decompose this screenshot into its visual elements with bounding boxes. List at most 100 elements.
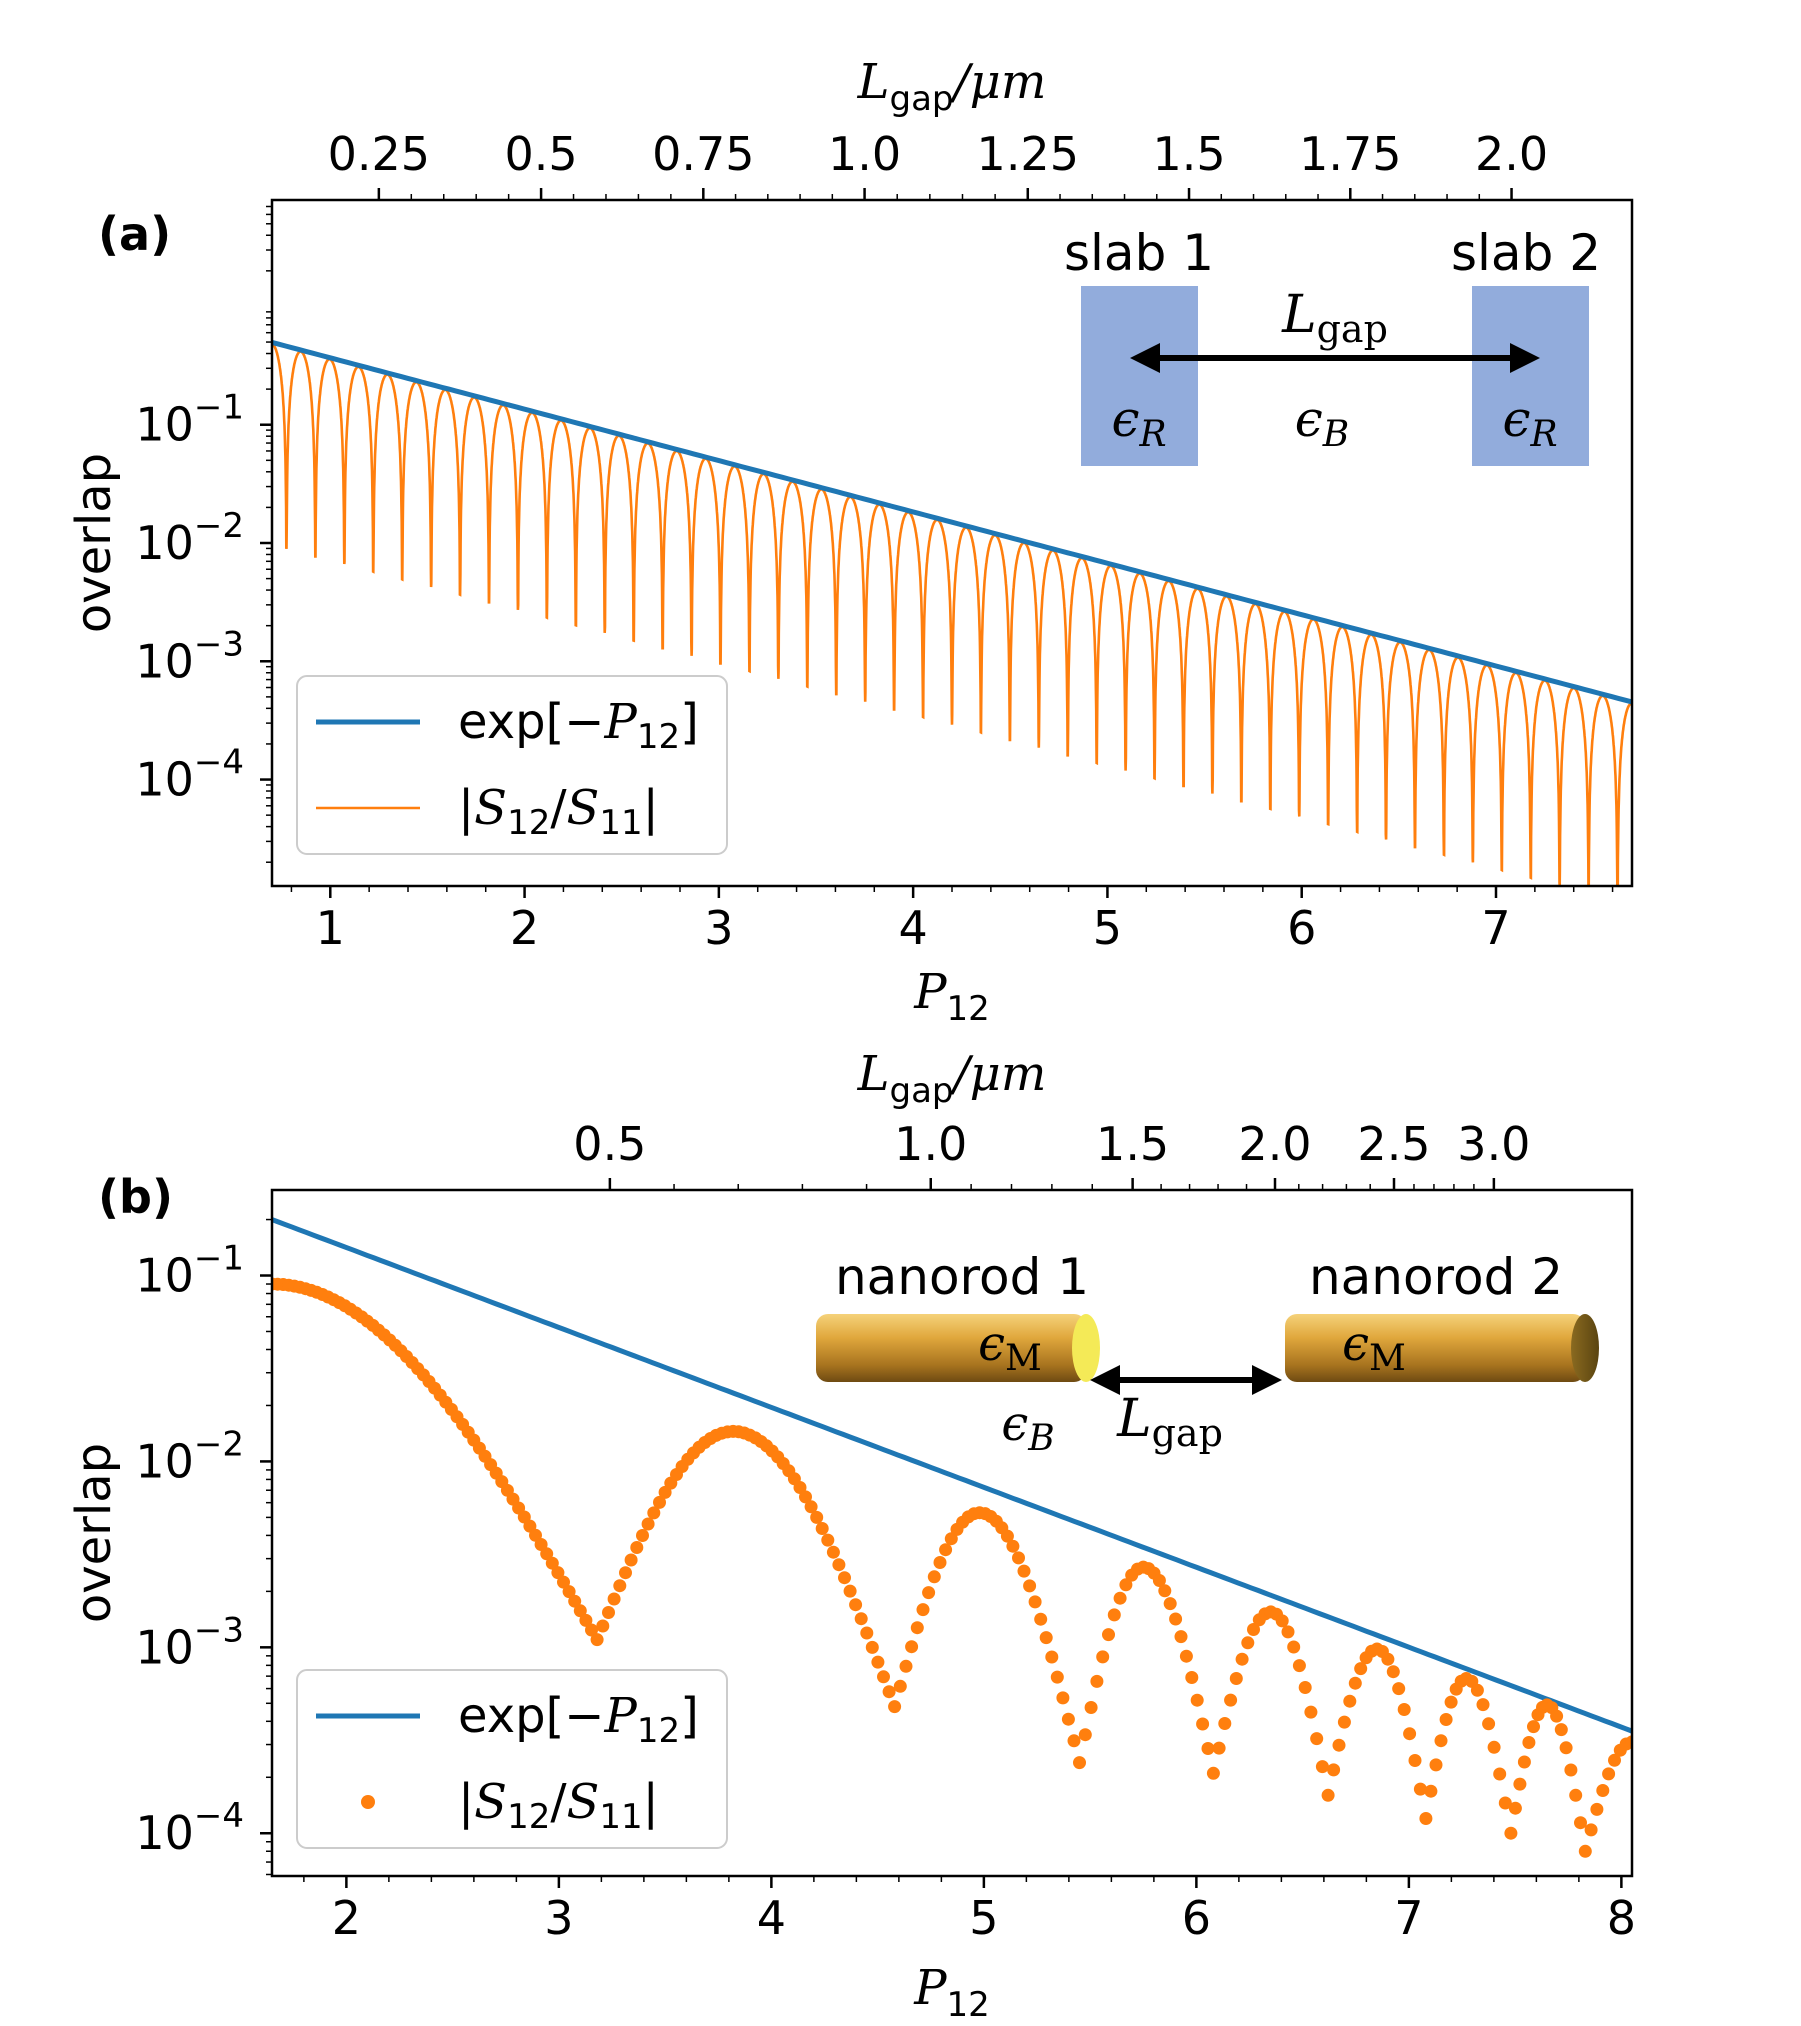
marker-point xyxy=(1229,1672,1243,1685)
gap-arrow-right-head xyxy=(1252,1365,1282,1395)
marker-point xyxy=(1321,1788,1335,1802)
marker-point xyxy=(1424,1784,1438,1798)
marker-point xyxy=(1224,1693,1238,1707)
marker-point xyxy=(1522,1736,1536,1749)
marker-point xyxy=(630,1541,644,1554)
marker-point xyxy=(1304,1705,1318,1719)
marker-point xyxy=(1482,1717,1496,1731)
marker-point xyxy=(927,1570,941,1584)
marker-point xyxy=(1113,1591,1127,1605)
marker-point xyxy=(1354,1662,1368,1676)
legend: exp[−P12] |S12/S11| xyxy=(296,675,728,855)
marker-point xyxy=(922,1586,936,1600)
marker-point xyxy=(590,1633,604,1647)
marker-point xyxy=(1034,1612,1048,1626)
panel-label: (b) xyxy=(98,1170,173,1224)
marker-point xyxy=(1012,1551,1025,1565)
marker-point xyxy=(1045,1650,1059,1664)
top-tick-label: 1.0 xyxy=(828,127,901,181)
top-tick-label: 0.5 xyxy=(573,1117,646,1171)
marker-point xyxy=(1348,1676,1362,1690)
marker-point xyxy=(1119,1578,1133,1592)
y-tick-label: 10−2 xyxy=(135,1424,244,1488)
marker-point xyxy=(1000,1529,1014,1543)
marker-point xyxy=(641,1517,655,1531)
y-tick-label: 10−3 xyxy=(135,624,244,688)
marker-point xyxy=(815,1522,829,1535)
marker-point xyxy=(545,1556,559,1570)
x-axis-top: 0.25 0.5 0.75 1.0 1.25 1.5 1.75 2.0 xyxy=(328,127,1548,200)
marker-point xyxy=(1078,1728,1092,1742)
marker-point xyxy=(1235,1652,1249,1666)
panel-label: (a) xyxy=(98,207,171,261)
x-tick-label: 5 xyxy=(1093,901,1122,955)
plot-frame xyxy=(270,1188,1634,1878)
x-tick-label: 7 xyxy=(1481,901,1510,955)
marker-point xyxy=(1574,1816,1587,1830)
marker-point xyxy=(1392,1682,1406,1696)
marker-point xyxy=(1487,1740,1501,1754)
x-tick-label: 2 xyxy=(510,901,539,955)
marker-point xyxy=(793,1481,807,1494)
marker-point xyxy=(585,1623,598,1637)
series-s12-s11-markers xyxy=(272,1277,1632,1858)
gap-label: Lgap xyxy=(1116,1389,1223,1455)
marker-point xyxy=(602,1606,615,1619)
marker-point xyxy=(551,1566,565,1580)
marker-point xyxy=(647,1506,661,1520)
y-axis-label: overlap xyxy=(66,453,122,633)
marker-point xyxy=(1564,1763,1578,1777)
marker-point xyxy=(854,1612,868,1626)
x-tick-label: 1 xyxy=(316,901,345,955)
y-tick-label: 10−1 xyxy=(135,388,244,452)
eps-r-right: ϵR xyxy=(1502,390,1557,455)
x-axis-bottom: 2 3 4 5 6 7 8 xyxy=(303,1876,1636,1945)
marker-point xyxy=(1476,1698,1490,1712)
slab-2 xyxy=(1472,286,1589,466)
marker-point xyxy=(821,1533,835,1547)
marker-point xyxy=(1310,1732,1324,1746)
marker-point xyxy=(1397,1703,1411,1716)
marker-point xyxy=(1498,1796,1512,1810)
marker-point xyxy=(1434,1734,1448,1748)
x-axis-bottom: 1 2 3 4 5 6 7 xyxy=(290,886,1614,955)
marker-point xyxy=(579,1613,593,1627)
marker-point xyxy=(557,1575,570,1589)
x-tick-label: 6 xyxy=(1287,901,1316,955)
marker-point xyxy=(1287,1640,1301,1654)
marker-point xyxy=(1212,1741,1226,1755)
marker-point xyxy=(1218,1717,1232,1730)
y-tick-label: 10−4 xyxy=(135,1796,244,1860)
y-tick-label: 10−4 xyxy=(135,743,244,807)
y-tick-label: 10−2 xyxy=(135,506,244,570)
marker-point xyxy=(596,1619,610,1633)
y-tick-label: 10−3 xyxy=(135,1610,244,1674)
marker-point xyxy=(1241,1636,1255,1650)
legend-exp-label: exp[−P12] xyxy=(458,1688,699,1751)
x-tick-label: 3 xyxy=(544,1891,573,1945)
series-s12-s11-curve xyxy=(272,342,1632,886)
marker-point xyxy=(1185,1671,1199,1684)
marker-point xyxy=(826,1545,840,1559)
marker-point xyxy=(1608,1753,1621,1767)
marker-point xyxy=(653,1495,666,1509)
top-tick-label: 2.5 xyxy=(1357,1117,1430,1171)
marker-point xyxy=(1190,1693,1204,1707)
marker-point xyxy=(849,1598,863,1612)
marker-point xyxy=(832,1558,846,1572)
marker-point xyxy=(1158,1584,1172,1598)
nanorod-2-end-cap xyxy=(1571,1314,1599,1382)
marker-point xyxy=(1337,1715,1351,1729)
top-tick-label: 0.25 xyxy=(328,127,430,181)
marker-point xyxy=(1403,1727,1417,1741)
marker-point xyxy=(1292,1659,1306,1673)
marker-point xyxy=(877,1670,890,1684)
marker-point xyxy=(540,1547,554,1561)
slab-1-label: slab 1 xyxy=(1064,224,1214,282)
legend-s-swatch xyxy=(361,1795,375,1809)
marker-point xyxy=(1315,1760,1329,1774)
x-tick-label: 8 xyxy=(1607,1891,1636,1945)
marker-point xyxy=(562,1585,576,1599)
marker-point xyxy=(573,1604,587,1618)
